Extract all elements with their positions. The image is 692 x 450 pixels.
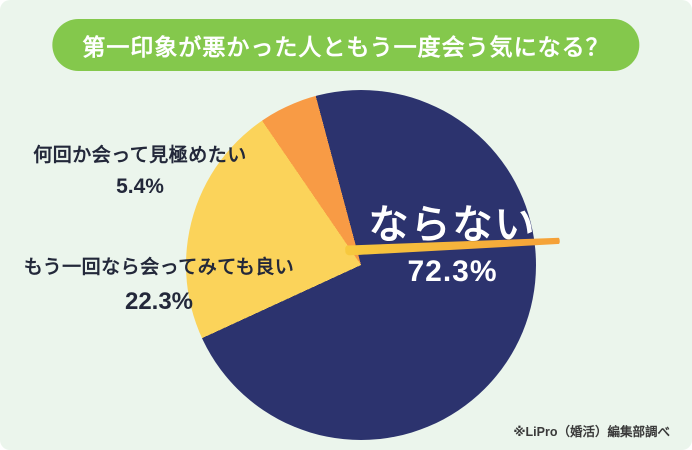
segment-label-mouikkai-text: もう一回なら会ってみても良い — [23, 257, 295, 278]
pie-chart — [186, 90, 536, 440]
segment-label-naranai: ならない 72.3% — [345, 203, 560, 289]
segment-label-mikiwametai: 何回か会って見極めたい 5.4% — [18, 140, 262, 199]
source-note: ※LiPro（婚活）編集部調べ — [513, 425, 670, 439]
segment-label-mouikkai: もう一回なら会ってみても良い 22.3% — [6, 252, 312, 316]
chart-title: 第一印象が悪かった人ともう一度会う気になる？ — [52, 19, 640, 71]
segment-label-naranai-text: ならない — [368, 203, 537, 247]
segment-label-naranai-pct: 72.3% — [407, 255, 498, 288]
segment-label-mouikkai-pct: 22.3% — [124, 288, 194, 315]
segment-label-mikiwametai-pct: 5.4% — [116, 175, 164, 198]
segment-label-mikiwametai-text: 何回か会って見極めたい — [33, 145, 247, 166]
